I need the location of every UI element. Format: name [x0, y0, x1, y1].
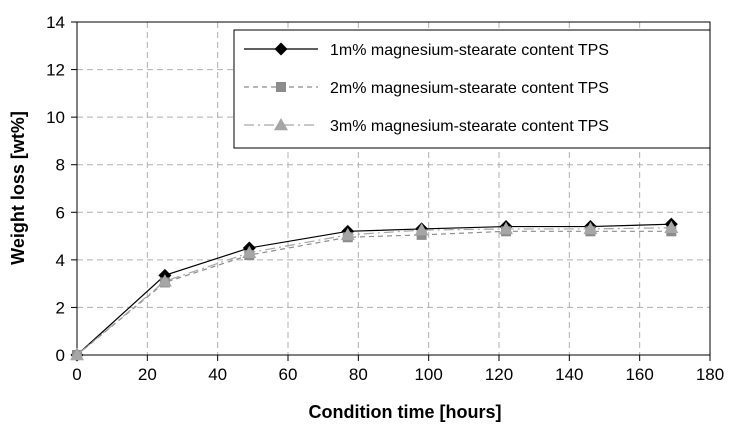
series-1-line — [76, 223, 672, 356]
series-3-point — [70, 348, 84, 361]
y-tick-label: 2 — [56, 298, 65, 317]
x-tick-label: 140 — [555, 365, 583, 384]
legend-label-3: 3m% magnesium-stearate content TPS — [330, 118, 609, 135]
y-tick-label: 6 — [56, 203, 65, 222]
series-3-line — [76, 227, 672, 356]
y-tick-label: 8 — [56, 156, 65, 175]
legend-box — [233, 29, 711, 149]
y-tick-label: 12 — [46, 61, 65, 80]
series-1 — [70, 217, 678, 362]
x-tick-label: 100 — [414, 365, 442, 384]
legend-label-2: 2m% magnesium-stearate content TPS — [330, 80, 609, 97]
x-tick-label: 40 — [208, 365, 227, 384]
series-3-point — [499, 221, 514, 235]
legend-marker-1 — [274, 42, 288, 56]
y-tick-label: 14 — [46, 13, 65, 32]
series-3-point — [157, 274, 172, 287]
x-tick-label: 80 — [349, 365, 368, 384]
legend-marker-3 — [274, 118, 288, 131]
series-3-point — [414, 223, 429, 236]
axes: 0 20 40 60 80 100 120 140 160 180 0 2 4 6 8 10 12 14 — [46, 13, 724, 384]
y-tick-label: 4 — [56, 251, 65, 270]
plot-area-border — [76, 21, 711, 356]
x-tick-label: 160 — [625, 365, 653, 384]
x-tick-label: 20 — [138, 365, 157, 384]
series-3-point — [242, 245, 257, 258]
series-3-point — [340, 227, 355, 241]
series-group — [70, 217, 679, 362]
series-3-point — [664, 220, 679, 233]
series-3-point — [583, 221, 598, 235]
x-tick-label: 0 — [72, 365, 81, 384]
y-tick-label: 10 — [46, 108, 65, 127]
x-axis-title: Condition time [hours] — [309, 402, 502, 422]
legend: 1m% magnesium-stearate content TPS 2m% ma… — [233, 29, 711, 149]
x-tick-label: 60 — [279, 365, 298, 384]
series-2-line — [76, 230, 672, 356]
x-tick-label: 120 — [485, 365, 513, 384]
legend-label-1: 1m% magnesium-stearate content TPS — [330, 42, 609, 59]
series-3 — [70, 220, 679, 361]
x-tick-label: 180 — [696, 365, 724, 384]
y-tick-label: 0 — [56, 346, 65, 365]
legend-marker-2 — [276, 82, 286, 92]
series-2 — [72, 226, 677, 360]
y-axis-title: Weight loss [wt%] — [8, 111, 28, 265]
